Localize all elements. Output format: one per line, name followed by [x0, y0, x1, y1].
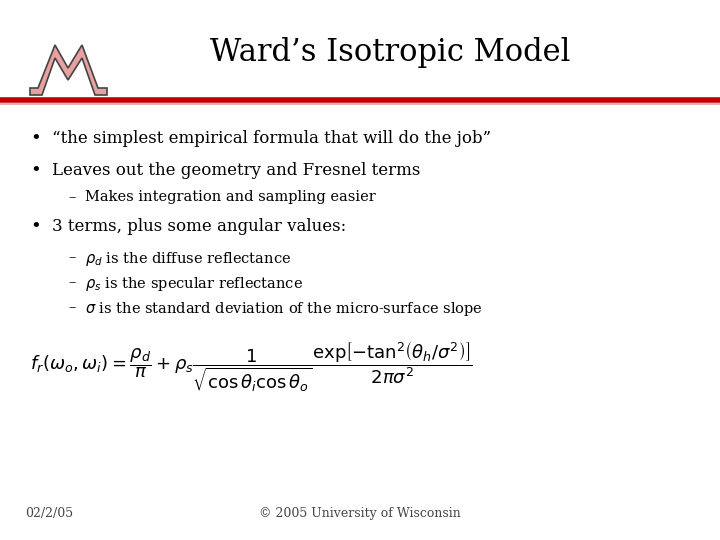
Text: 02/2/05: 02/2/05	[25, 507, 73, 520]
Text: Makes integration and sampling easier: Makes integration and sampling easier	[85, 190, 376, 204]
Text: –: –	[68, 275, 76, 289]
Text: $f_r(\omega_o, \omega_i)= \dfrac{\rho_d}{\pi} + \rho_s\dfrac{1}{\sqrt{\cos\theta: $f_r(\omega_o, \omega_i)= \dfrac{\rho_d}…	[30, 340, 473, 394]
Text: •: •	[30, 218, 41, 236]
Text: –: –	[68, 250, 76, 264]
Text: © 2005 University of Wisconsin: © 2005 University of Wisconsin	[259, 507, 461, 520]
Text: 3 terms, plus some angular values:: 3 terms, plus some angular values:	[52, 218, 346, 235]
Text: “the simplest empirical formula that will do the job”: “the simplest empirical formula that wil…	[52, 130, 491, 147]
Text: •: •	[30, 162, 41, 180]
Text: –: –	[68, 300, 76, 314]
Text: Leaves out the geometry and Fresnel terms: Leaves out the geometry and Fresnel term…	[52, 162, 420, 179]
Text: $\sigma$ is the standard deviation of the micro-surface slope: $\sigma$ is the standard deviation of th…	[85, 300, 483, 318]
Text: Ward’s Isotropic Model: Ward’s Isotropic Model	[210, 37, 570, 68]
Text: –: –	[68, 190, 76, 204]
Text: $\rho_d$ is the diffuse reflectance: $\rho_d$ is the diffuse reflectance	[85, 250, 291, 268]
Text: •: •	[30, 130, 41, 148]
Text: $\rho_s$ is the specular reflectance: $\rho_s$ is the specular reflectance	[85, 275, 303, 293]
Polygon shape	[30, 45, 107, 95]
